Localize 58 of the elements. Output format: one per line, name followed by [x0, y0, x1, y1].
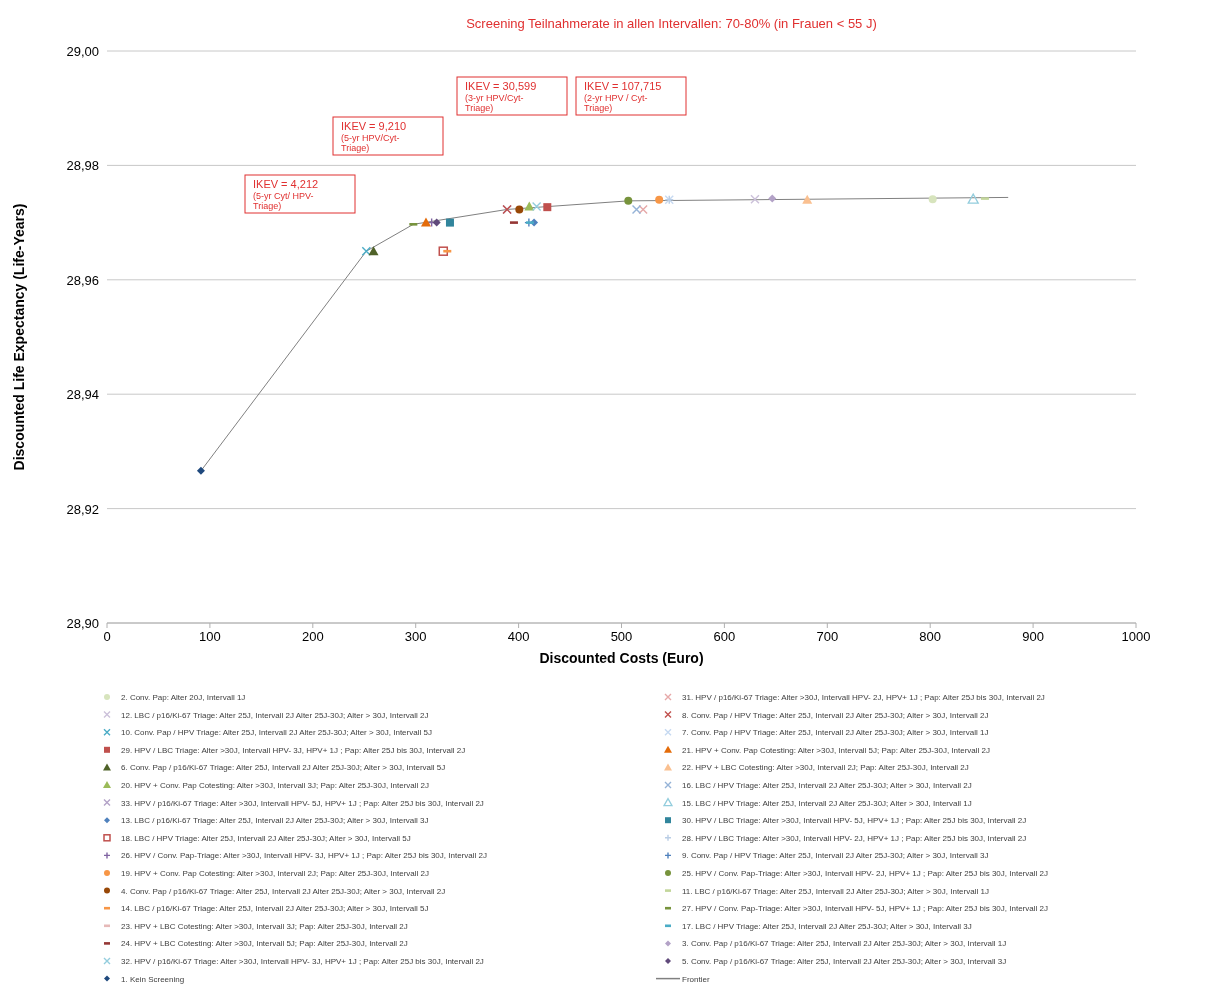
- legend-label: 9. Conv. Pap / HPV Triage: Alter 25J, Intervall 2J Alter 25J-30J; Alter > 30J, Intervall 3J: [682, 851, 989, 861]
- x-tick-label: 600: [713, 629, 736, 644]
- y-tick-label: 28,98: [66, 158, 99, 174]
- legend-label: 12. LBC / p16/Ki-67 Triage: Alter 25J, Intervall 2J Alter 25J-30J; Alter > 30J, Intervall 2J: [121, 710, 429, 720]
- legend-label: 15. LBC / HPV Triage: Alter 25J, Intervall 2J Alter 25J-30J; Alter > 30J, Intervall 1J: [682, 798, 972, 808]
- legend-label: 5. Conv. Pap / p16/Ki-67 Triage: Alter 25J, Intervall 2J Alter 25J-30J; Alter > 30J, Intervall 3J: [682, 957, 1007, 966]
- legend-label: 28. HPV / LBC Triage: Alter >30J, Intervall HPV- 2J, HPV+ 1J ; Pap: Alter 25J bis 30J, Intervall 2J: [682, 833, 1027, 843]
- legend-label: 14. LBC / p16/Ki-67 Triage: Alter 25J, Intervall 2J Alter 25J-30J; Alter > 30J, Intervall 5J: [121, 904, 429, 914]
- y-tick-label: 28,92: [66, 501, 99, 517]
- legend-label: 10. Conv. Pap / HPV Triage: Alter 25J, Intervall 2J Alter 25J-30J; Alter > 30J, Intervall 5J: [121, 728, 432, 738]
- legend-label: 22. HPV + LBC Cotesting: Alter >30J, Intervall 2J; Pap: Alter 25J-30J, Intervall 2J: [682, 763, 969, 773]
- legend-label: 8. Conv. Pap / HPV Triage: Alter 25J, Intervall 2J Alter 25J-30J; Alter > 30J, Intervall 2J: [682, 710, 989, 720]
- x-tick-label: 800: [919, 629, 942, 644]
- x-tick-label: 900: [1022, 629, 1044, 644]
- legend-label: 13. LBC / p16/Ki-67 Triage: Alter 25J, Intervall 2J Alter 25J-30J; Alter > 30J, Intervall 3J: [121, 816, 429, 826]
- legend-label: 24. HPV + LBC Cotesting: Alter >30J, Intervall 5J; Pap: Alter 25J-30J, Intervall 2J: [121, 939, 408, 949]
- legend-label: 31. HPV / p16/Ki-67 Triage: Alter >30J, Intervall HPV- 2J, HPV+ 1J ; Pap: Alter 25J bis 30J, Intervall 2J: [682, 693, 1045, 702]
- y-axis-title: Discounted Life Expectancy (Life-Years): [11, 203, 27, 471]
- y-tick-label: 28,96: [66, 272, 99, 288]
- x-tick-label: 700: [816, 629, 839, 644]
- legend-label: Frontier: [682, 974, 710, 984]
- legend-label: 1. Kein Screening: [121, 974, 185, 984]
- legend-label: 16. LBC / HPV Triage: Alter 25J, Intervall 2J Alter 25J-30J; Alter > 30J, Intervall 2J: [682, 781, 972, 790]
- legend-label: 25. HPV / Conv. Pap-Triage: Alter >30J, Intervall HPV- 2J, HPV+ 1J ; Pap: Alter 25J bis 30J, Intervall 2J: [682, 869, 1048, 878]
- legend-label: 11. LBC / p16/Ki-67 Triage: Alter 25J, Intervall 2J Alter 25J-30J; Alter > 30J, Intervall 1J: [682, 886, 989, 896]
- legend-label: 32. HPV / p16/Ki-67 Triage: Alter >30J, Intervall HPV- 3J, HPV+ 1J ; Pap: Alter 25J bis 30J, Intervall 2J: [121, 957, 484, 966]
- legend-label: 7. Conv. Pap / HPV Triage: Alter 25J, Intervall 2J Alter 25J-30J; Alter > 30J, Intervall 1J: [682, 728, 989, 738]
- legend-label: 3. Conv. Pap / p16/Ki-67 Triage: Alter 25J, Intervall 2J Alter 25J-30J; Alter > 30J, Intervall 1J: [682, 939, 1007, 949]
- legend-label: 26. HPV / Conv. Pap-Triage: Alter >30J, Intervall HPV- 3J, HPV+ 1J ; Pap: Alter 25J bis 30J, Intervall 2J: [121, 851, 487, 861]
- y-tick-label: 28,94: [66, 387, 99, 403]
- legend-label: 21. HPV + Conv. Pap Cotesting: Alter >30J, Intervall 5J; Pap: Alter 25J-30J, Intervall 2J: [682, 745, 991, 755]
- x-tick-label: 1000: [1121, 629, 1151, 644]
- x-tick-label: 300: [404, 629, 427, 644]
- annotation: IKEV = 107,715 (2-yr HPV / Cyt-Triage): [584, 80, 662, 113]
- legend-label: 33. HPV / p16/Ki-67 Triage: Alter >30J, Intervall HPV- 5J, HPV+ 1J ; Pap: Alter 25J bis 30J, Intervall 2J: [121, 798, 484, 808]
- x-tick-label: 100: [199, 629, 221, 644]
- legend-label: 23. HPV + LBC Cotesting: Alter >30J, Intervall 3J; Pap: Alter 25J-30J, Intervall 2J: [121, 921, 408, 931]
- legend-label: 27. HPV / Conv. Pap-Triage: Alter >30J, Intervall HPV- 5J, HPV+ 1J ; Pap: Alter 25J bis 30J, Intervall 2J: [682, 904, 1048, 914]
- x-tick-label: 200: [301, 629, 324, 644]
- legend-label: 2. Conv. Pap: Alter 20J, Intervall 1J: [121, 693, 246, 702]
- x-axis-title: Discounted Costs (Euro): [539, 650, 704, 666]
- annotation: IKEV = 30,599 (3-yr HPV/Cyt-Triage): [465, 80, 537, 113]
- x-tick-label: 400: [507, 629, 530, 644]
- x-tick-label: 0: [103, 629, 111, 644]
- legend-label: 29. HPV / LBC Triage: Alter >30J, Intervall HPV- 3J, HPV+ 1J ; Pap: Alter 25J bis 30J, Intervall 2J: [121, 745, 466, 755]
- legend-label: 30. HPV / LBC Triage: Alter >30J, Intervall HPV- 5J, HPV+ 1J ; Pap: Alter 25J bis 30J, Intervall 2J: [682, 816, 1027, 826]
- legend-label: 6. Conv. Pap / p16/Ki-67 Triage: Alter 25J, Intervall 2J Alter 25J-30J; Alter > 30J, Intervall 5J: [121, 763, 446, 773]
- x-tick-label: 500: [610, 629, 633, 644]
- legend-label: 18. LBC / HPV Triage: Alter 25J, Intervall 2J Alter 25J-30J; Alter > 30J, Intervall 5J: [121, 833, 411, 843]
- legend-label: 17. LBC / HPV Triage: Alter 25J, Intervall 2J Alter 25J-30J; Alter > 30J, Intervall 3J: [682, 921, 972, 931]
- legend-label: 4. Conv. Pap / p16/Ki-67 Triage: Alter 25J, Intervall 2J Alter 25J-30J; Alter > 30J, Intervall 2J: [121, 886, 446, 896]
- y-tick-label: 28,90: [66, 616, 99, 631]
- chart-title: Screening Teilnahmerate in allen Intervallen: 70-80% (in Frauen < 55 J): [466, 16, 877, 31]
- annotation: IKEV = 9,210 (5-yr HPV/Cyt-Triage): [341, 120, 407, 153]
- legend-label: 20. HPV + Conv. Pap Cotesting: Alter >30J, Intervall 3J; Pap: Alter 25J-30J, Intervall 2J: [121, 781, 430, 790]
- legend-label: 19. HPV + Conv. Pap Cotesting: Alter >30J, Intervall 2J; Pap: Alter 25J-30J, Intervall 2J: [121, 869, 430, 878]
- annotation: IKEV = 4,212 (5-yr Cyt/ HPV-Triage): [253, 178, 319, 211]
- y-tick-label: 29,00: [66, 44, 99, 59]
